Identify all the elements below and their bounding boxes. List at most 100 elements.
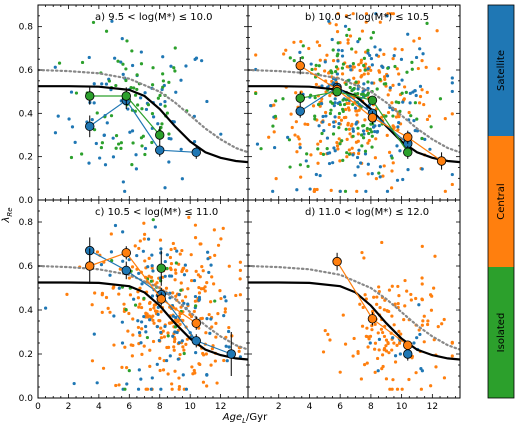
- background-point-central: [142, 232, 147, 236]
- background-point-satellite: [320, 84, 324, 88]
- background-point-satellite: [139, 96, 143, 100]
- background-point-satellite: [186, 302, 190, 306]
- background-point-central: [144, 387, 148, 391]
- binned-point-central: [403, 132, 413, 142]
- background-point-satellite: [393, 354, 398, 358]
- background-point-satellite: [159, 247, 163, 251]
- background-point-isolated: [321, 152, 326, 156]
- background-point-central: [366, 72, 370, 76]
- background-point-central: [169, 247, 173, 252]
- background-point-central: [150, 266, 154, 270]
- background-point-satellite: [148, 318, 152, 322]
- colorbar-label-central: Central: [496, 183, 507, 219]
- background-point-central: [369, 68, 373, 72]
- background-point-central: [420, 244, 424, 248]
- background-point-central: [205, 384, 209, 388]
- background-point-satellite: [333, 101, 337, 105]
- background-point-satellite: [412, 341, 416, 345]
- binned-point-central: [403, 340, 413, 350]
- background-point-isolated: [114, 134, 119, 138]
- background-point-isolated: [347, 27, 351, 32]
- panel-d-frame: [247, 199, 461, 399]
- background-point-isolated: [350, 89, 354, 93]
- model-curve-solid: [248, 281, 460, 361]
- background-point-satellite: [324, 114, 328, 118]
- background-point-central: [230, 334, 234, 338]
- background-point-isolated: [130, 49, 134, 53]
- background-point-satellite: [183, 263, 187, 267]
- background-point-isolated: [132, 86, 136, 90]
- background-point-isolated: [99, 146, 104, 150]
- background-point-central: [343, 107, 348, 112]
- background-point-central: [384, 349, 389, 353]
- background-point-central: [155, 309, 159, 314]
- background-point-isolated: [316, 102, 321, 107]
- background-point-satellite: [406, 168, 410, 172]
- background-point-satellite: [90, 118, 94, 122]
- background-point-central: [414, 371, 418, 375]
- background-point-central: [373, 322, 377, 326]
- background-point-central: [193, 223, 198, 227]
- background-point-central: [374, 176, 378, 181]
- binned-point-isolated: [403, 147, 413, 158]
- background-point-satellite: [169, 64, 173, 68]
- background-point-satellite: [373, 45, 377, 49]
- background-point-satellite: [366, 162, 370, 166]
- background-point-central: [376, 356, 380, 361]
- background-point-isolated: [104, 29, 109, 33]
- binned-point-central: [156, 294, 166, 304]
- background-point-central: [397, 293, 401, 298]
- background-point-satellite: [370, 63, 374, 67]
- y-axis-title: λRe: [1, 207, 14, 223]
- colorbar-segment-isolated: [488, 267, 514, 398]
- background-point-central: [355, 189, 359, 193]
- background-point-satellite: [332, 120, 336, 124]
- background-point-satellite: [134, 153, 138, 157]
- background-point-satellite: [362, 82, 366, 86]
- background-point-central: [403, 85, 407, 89]
- background-point-central: [170, 382, 174, 386]
- background-point-satellite: [184, 387, 189, 391]
- background-point-central: [185, 337, 189, 341]
- background-point-isolated: [288, 165, 292, 169]
- background-point-central: [318, 58, 322, 62]
- background-point-satellite: [391, 336, 395, 340]
- background-point-satellite: [337, 122, 341, 126]
- background-point-satellite: [348, 64, 352, 68]
- background-point-satellite: [127, 258, 131, 262]
- background-point-central: [381, 330, 385, 335]
- background-point-central: [417, 101, 422, 105]
- binned-point-central: [367, 112, 378, 123]
- background-point-central: [390, 284, 394, 288]
- background-point-central: [197, 285, 201, 290]
- background-point-central: [385, 309, 389, 313]
- background-point-satellite: [165, 253, 169, 257]
- background-point-isolated: [410, 67, 414, 71]
- background-point-central: [360, 29, 365, 33]
- background-point-satellite: [70, 125, 75, 129]
- background-point-isolated: [133, 93, 138, 97]
- background-point-satellite: [450, 172, 454, 177]
- background-point-isolated: [336, 41, 340, 45]
- background-point-satellite: [56, 114, 60, 118]
- background-point-isolated: [150, 140, 154, 145]
- background-point-isolated: [114, 146, 118, 150]
- background-point-central: [177, 384, 182, 389]
- x-tick-label: 12: [427, 402, 438, 412]
- background-point-central: [435, 29, 439, 33]
- background-point-central: [181, 345, 185, 349]
- background-point-central: [158, 356, 162, 360]
- background-point-satellite: [418, 332, 422, 337]
- background-point-central: [450, 341, 454, 345]
- background-point-isolated: [119, 146, 123, 150]
- background-point-central: [357, 63, 361, 67]
- background-point-isolated: [140, 107, 144, 111]
- background-point-central: [218, 289, 222, 293]
- background-point-central: [374, 137, 378, 141]
- background-point-satellite: [94, 141, 98, 146]
- background-point-central: [433, 254, 437, 258]
- background-point-central: [362, 362, 367, 367]
- background-point-isolated: [320, 131, 324, 136]
- background-point-central: [395, 387, 400, 391]
- background-point-isolated: [343, 189, 348, 193]
